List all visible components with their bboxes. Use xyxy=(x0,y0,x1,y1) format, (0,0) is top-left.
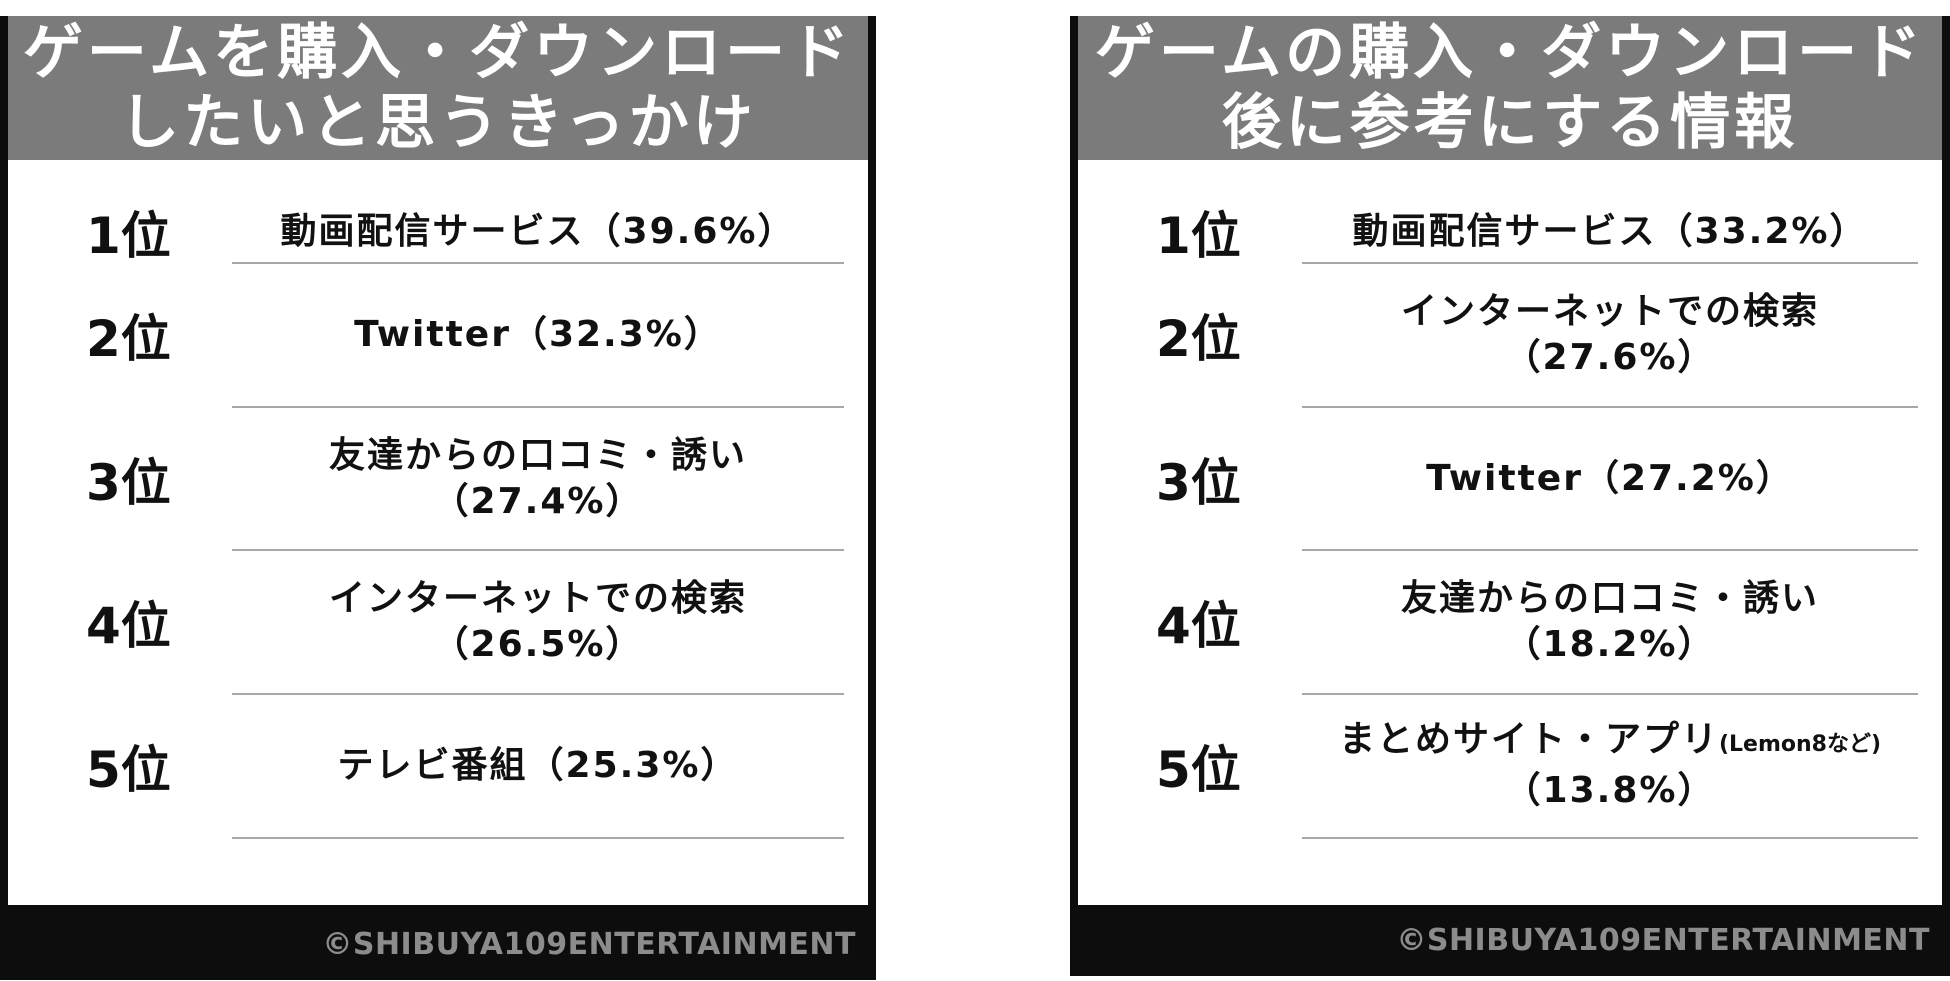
row-divider xyxy=(232,406,844,408)
ranking-list: 1位 動画配信サービス（33.2%） 2位 インターネットでの検索 （27.6%… xyxy=(1078,160,1942,905)
ranking-row-2: 2位 インターネットでの検索 （27.6%） xyxy=(1078,263,1942,406)
item-percentage: （18.2%） xyxy=(1504,623,1716,665)
ranking-row-1: 1位 動画配信サービス（39.6%） xyxy=(8,160,868,303)
copyright-text: ©SHIBUYA109ENTERTAINMENT xyxy=(1396,923,1930,958)
panel-title-line-1: ゲームの購入・ダウンロード xyxy=(1094,18,1926,88)
ranking-panel-purchase-triggers: ゲームを購入・ダウンロード したいと思うきっかけ 1位 動画配信サービス（39.… xyxy=(0,16,876,980)
ranking-row-4: 4位 友達からの口コミ・誘い （18.2%） xyxy=(1078,550,1942,693)
panel-title: ゲームの購入・ダウンロード 後に参考にする情報 xyxy=(1078,16,1942,160)
item-text: Twitter（32.3%） xyxy=(354,313,722,355)
rank-label: 1位 xyxy=(86,206,171,265)
item-percentage: （26.5%） xyxy=(432,623,644,665)
ranking-row-3: 3位 友達からの口コミ・誘い （27.4%） xyxy=(8,407,868,550)
ranking-item: まとめサイト・アプリ(Lemon8など) （13.8%） xyxy=(1302,694,1918,837)
item-text: 動画配信サービス（39.6%） xyxy=(280,210,796,252)
rank-label: 5位 xyxy=(1156,740,1241,799)
ranking-item: 動画配信サービス（39.6%） xyxy=(232,160,844,303)
ranking-list: 1位 動画配信サービス（39.6%） 2位 Twitter（32.3%） 3位 … xyxy=(8,160,868,905)
ranking-item: 友達からの口コミ・誘い （27.4%） xyxy=(232,407,844,550)
row-divider xyxy=(1302,837,1918,839)
ranking-item: Twitter（32.3%） xyxy=(232,263,844,406)
ranking-item: テレビ番組（25.3%） xyxy=(232,694,844,837)
panel-title-line-2: したいと思うきっかけ xyxy=(119,88,757,158)
row-divider xyxy=(1302,549,1918,551)
item-text: インターネットでの検索 xyxy=(1400,290,1819,332)
item-text: 動画配信サービス（33.2%） xyxy=(1352,210,1868,252)
row-divider xyxy=(232,693,844,695)
panel-title-line-2: 後に参考にする情報 xyxy=(1221,88,1799,158)
item-text: 友達からの口コミ・誘い xyxy=(328,434,747,476)
item-percentage: （27.4%） xyxy=(432,480,644,522)
row-divider xyxy=(1302,262,1918,264)
row-divider xyxy=(1302,693,1918,695)
ranking-row-5: 5位 まとめサイト・アプリ(Lemon8など) （13.8%） xyxy=(1078,694,1942,837)
rank-label: 3位 xyxy=(86,453,171,512)
item-percentage: （13.8%） xyxy=(1504,770,1716,811)
ranking-item: インターネットでの検索 （26.5%） xyxy=(232,550,844,693)
item-text: インターネットでの検索 xyxy=(328,577,747,619)
panel-title: ゲームを購入・ダウンロード したいと思うきっかけ xyxy=(8,16,868,160)
ranking-row-2: 2位 Twitter（32.3%） xyxy=(8,263,868,406)
ranking-row-5: 5位 テレビ番組（25.3%） xyxy=(8,694,868,837)
item-note: (Lemon8など) xyxy=(1718,732,1882,757)
rank-label: 4位 xyxy=(86,596,171,655)
rank-label: 2位 xyxy=(1156,309,1241,368)
ranking-row-4: 4位 インターネットでの検索 （26.5%） xyxy=(8,550,868,693)
ranking-item: インターネットでの検索 （27.6%） xyxy=(1302,263,1918,406)
row-divider xyxy=(232,549,844,551)
ranking-item: 友達からの口コミ・誘い （18.2%） xyxy=(1302,550,1918,693)
ranking-row-1: 1位 動画配信サービス（33.2%） xyxy=(1078,160,1942,303)
row-divider xyxy=(232,837,844,839)
copyright-text: ©SHIBUYA109ENTERTAINMENT xyxy=(322,927,856,962)
rank-label: 4位 xyxy=(1156,596,1241,655)
item-text-wrapper: まとめサイト・アプリ(Lemon8など) xyxy=(1339,717,1881,768)
rank-label: 5位 xyxy=(86,740,171,799)
rank-label: 3位 xyxy=(1156,453,1241,512)
ranking-item: Twitter（27.2%） xyxy=(1302,407,1918,550)
item-text: Twitter（27.2%） xyxy=(1426,457,1794,499)
ranking-item: 動画配信サービス（33.2%） xyxy=(1302,160,1918,303)
item-text: テレビ番組（25.3%） xyxy=(337,744,739,786)
panel-title-line-1: ゲームを購入・ダウンロード xyxy=(22,18,854,88)
ranking-row-3: 3位 Twitter（27.2%） xyxy=(1078,407,1942,550)
row-divider xyxy=(1302,406,1918,408)
item-percentage: （27.6%） xyxy=(1504,336,1716,378)
item-text: まとめサイト・アプリ xyxy=(1338,719,1719,760)
ranking-panel-reference-info: ゲームの購入・ダウンロード 後に参考にする情報 1位 動画配信サービス（33.2… xyxy=(1070,16,1950,976)
rank-label: 1位 xyxy=(1156,206,1241,265)
rank-label: 2位 xyxy=(86,309,171,368)
row-divider xyxy=(232,262,844,264)
item-text: 友達からの口コミ・誘い xyxy=(1400,577,1819,619)
